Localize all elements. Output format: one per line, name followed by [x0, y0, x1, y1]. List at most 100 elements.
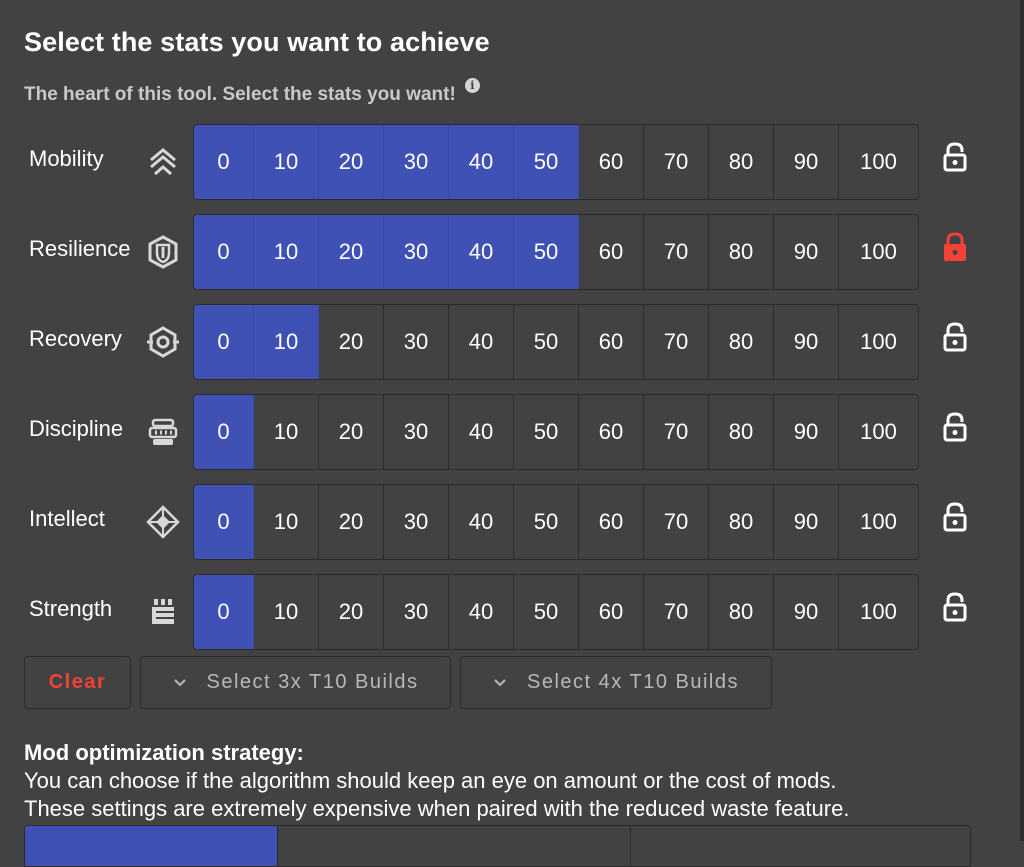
stat-value-mobility-20[interactable]: 20: [319, 125, 384, 199]
stat-value-resilience-70[interactable]: 70: [644, 215, 709, 289]
stat-label-discipline: Discipline: [29, 416, 124, 441]
stat-value-strength-30[interactable]: 30: [384, 575, 449, 649]
mod-optimization-option[interactable]: [631, 826, 970, 866]
stat-value-discipline-90[interactable]: 90: [774, 395, 839, 469]
lock-open-icon[interactable]: [940, 320, 970, 354]
stat-value-resilience-40[interactable]: 40: [449, 215, 514, 289]
stat-value-intellect-70[interactable]: 70: [644, 485, 709, 559]
select-4x-t10-builds-button[interactable]: Select 4x T10 Builds: [460, 656, 772, 709]
stat-value-strength-90[interactable]: 90: [774, 575, 839, 649]
lock-closed-icon[interactable]: [940, 230, 970, 264]
stat-value-intellect-0[interactable]: 0: [194, 485, 254, 559]
mod-optimization-toggle-group: [24, 825, 971, 867]
stat-value-resilience-20[interactable]: 20: [319, 215, 384, 289]
stat-row-intellect: Intellect 0 10 20 30 40 50 60 70 80 90 100: [0, 484, 1024, 560]
stat-value-intellect-30[interactable]: 30: [384, 485, 449, 559]
stat-value-resilience-30[interactable]: 30: [384, 215, 449, 289]
lock-open-icon[interactable]: [940, 140, 970, 174]
stat-value-bar-discipline: 0 10 20 30 40 50 60 70 80 90 100: [193, 394, 919, 470]
stat-value-strength-50[interactable]: 50: [514, 575, 579, 649]
stat-value-strength-20[interactable]: 20: [319, 575, 384, 649]
mod-optimization-option[interactable]: [278, 826, 631, 866]
stat-value-intellect-40[interactable]: 40: [449, 485, 514, 559]
lock-open-icon[interactable]: [940, 410, 970, 444]
stat-value-discipline-100[interactable]: 100: [860, 419, 897, 444]
stat-label-recovery: Recovery: [29, 326, 122, 351]
stat-value-mobility-100[interactable]: 100: [860, 149, 897, 174]
stat-value-bar-recovery: 0 10 20 30 40 50 60 70 80 90 100: [193, 304, 919, 380]
stat-value-recovery-70[interactable]: 70: [644, 305, 709, 379]
stat-value-resilience-60[interactable]: 60: [579, 215, 644, 289]
stat-value-mobility-70[interactable]: 70: [644, 125, 709, 199]
stat-value-resilience-50[interactable]: 50: [514, 215, 579, 289]
select-3x-t10-builds-button[interactable]: Select 3x T10 Builds: [140, 656, 451, 709]
mobility-icon: [145, 144, 181, 180]
mod-optimization-description-line2: These settings are extremely expensive w…: [24, 796, 850, 821]
stat-value-intellect-90[interactable]: 90: [774, 485, 839, 559]
stat-value-intellect-50[interactable]: 50: [514, 485, 579, 559]
stat-value-discipline-30[interactable]: 30: [384, 395, 449, 469]
stat-value-mobility-10[interactable]: 10: [254, 125, 319, 199]
info-circle-icon[interactable]: i: [464, 78, 480, 93]
stat-value-mobility-80[interactable]: 80: [709, 125, 774, 199]
stat-value-mobility-60[interactable]: 60: [579, 125, 644, 199]
intellect-icon: [145, 504, 181, 540]
stat-value-discipline-50[interactable]: 50: [514, 395, 579, 469]
subtitle-text: The heart of this tool. Select the stats…: [24, 84, 456, 105]
stat-value-strength-100[interactable]: 100: [860, 599, 897, 624]
stat-value-recovery-0[interactable]: 0: [194, 305, 254, 379]
stat-value-recovery-80[interactable]: 80: [709, 305, 774, 379]
discipline-icon: [145, 414, 181, 450]
stat-value-resilience-100[interactable]: 100: [860, 239, 897, 264]
stat-value-recovery-20[interactable]: 20: [319, 305, 384, 379]
stat-value-resilience-10[interactable]: 10: [254, 215, 319, 289]
stat-value-recovery-60[interactable]: 60: [579, 305, 644, 379]
stat-value-recovery-40[interactable]: 40: [449, 305, 514, 379]
stat-value-discipline-80[interactable]: 80: [709, 395, 774, 469]
clear-button[interactable]: Clear: [24, 656, 131, 709]
stat-value-discipline-20[interactable]: 20: [319, 395, 384, 469]
lock-open-icon[interactable]: [940, 500, 970, 534]
stat-value-bar-intellect: 0 10 20 30 40 50 60 70 80 90 100: [193, 484, 919, 560]
mod-optimization-option[interactable]: [25, 826, 278, 866]
stat-value-mobility-0[interactable]: 0: [194, 125, 254, 199]
stat-value-mobility-30[interactable]: 30: [384, 125, 449, 199]
stat-value-strength-0[interactable]: 0: [194, 575, 254, 649]
stat-value-mobility-40[interactable]: 40: [449, 125, 514, 199]
stat-value-mobility-90[interactable]: 90: [774, 125, 839, 199]
page-title: Select the stats you want to achieve: [24, 27, 490, 57]
stat-row-resilience: Resilience 0 10 20 30 40 50 60 70 80 90 100: [0, 214, 1024, 290]
stat-value-strength-40[interactable]: 40: [449, 575, 514, 649]
stat-value-recovery-90[interactable]: 90: [774, 305, 839, 379]
stat-value-discipline-70[interactable]: 70: [644, 395, 709, 469]
stat-label-intellect: Intellect: [29, 506, 105, 531]
stat-value-resilience-80[interactable]: 80: [709, 215, 774, 289]
stat-value-intellect-10[interactable]: 10: [254, 485, 319, 559]
stat-value-discipline-10[interactable]: 10: [254, 395, 319, 469]
page-subtitle: The heart of this tool. Select the stats…: [24, 78, 480, 106]
stat-row-mobility: Mobility 0 10 20 30 40 50 60 70 80 90 100: [0, 124, 1024, 200]
stat-value-discipline-40[interactable]: 40: [449, 395, 514, 469]
select-4x-label: Select 4x T10 Builds: [527, 671, 739, 693]
stat-value-strength-60[interactable]: 60: [579, 575, 644, 649]
stat-value-mobility-50[interactable]: 50: [514, 125, 579, 199]
stat-value-discipline-60[interactable]: 60: [579, 395, 644, 469]
stat-value-intellect-100[interactable]: 100: [860, 509, 897, 534]
stat-value-strength-10[interactable]: 10: [254, 575, 319, 649]
stat-value-resilience-90[interactable]: 90: [774, 215, 839, 289]
stat-value-strength-80[interactable]: 80: [709, 575, 774, 649]
stat-value-intellect-80[interactable]: 80: [709, 485, 774, 559]
chevron-down-icon: [494, 678, 506, 686]
stat-value-intellect-60[interactable]: 60: [579, 485, 644, 559]
stat-value-intellect-20[interactable]: 20: [319, 485, 384, 559]
stat-value-recovery-30[interactable]: 30: [384, 305, 449, 379]
lock-open-icon[interactable]: [940, 590, 970, 624]
stat-value-discipline-0[interactable]: 0: [194, 395, 254, 469]
stat-value-recovery-50[interactable]: 50: [514, 305, 579, 379]
stat-value-strength-70[interactable]: 70: [644, 575, 709, 649]
stat-label-resilience: Resilience: [29, 236, 131, 261]
stat-value-resilience-0[interactable]: 0: [194, 215, 254, 289]
stat-value-recovery-100[interactable]: 100: [860, 329, 897, 354]
strength-icon: [145, 594, 181, 630]
stat-value-recovery-10[interactable]: 10: [254, 305, 319, 379]
